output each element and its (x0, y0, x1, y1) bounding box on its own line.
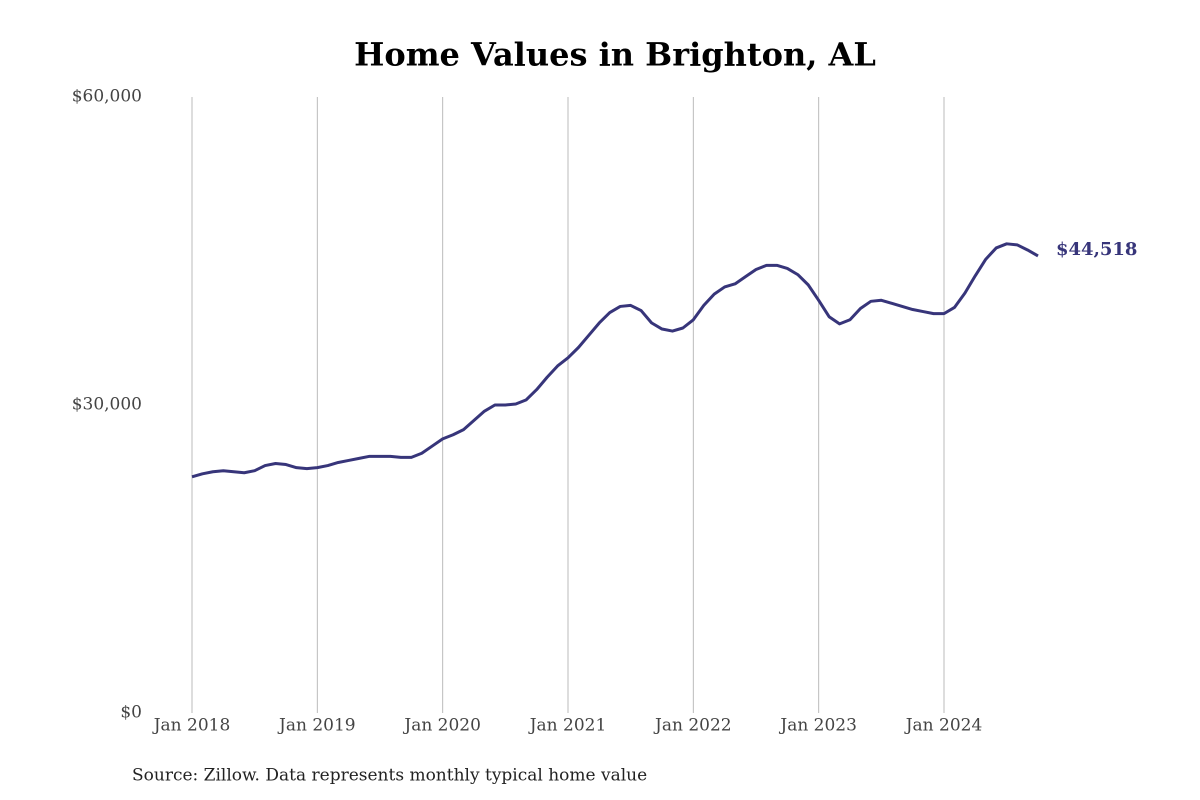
x-tick-label: Jan 2020 (402, 716, 481, 736)
x-tick-label: Jan 2021 (528, 716, 607, 736)
x-tick-label: Jan 2022 (653, 716, 732, 736)
source-note: Source: Zillow. Data represents monthly … (132, 766, 647, 786)
x-tick-label: Jan 2023 (778, 716, 857, 736)
y-tick-label: $30,000 (72, 395, 142, 415)
x-tick-label: Jan 2024 (904, 716, 983, 736)
line (191, 242, 1039, 479)
x-tick-label: Jan 2018 (152, 716, 231, 736)
x-tick-label: Jan 2019 (277, 716, 356, 736)
y-tick-label: $0 (120, 703, 142, 723)
chart-title: Home Values in Brighton, AL (354, 36, 876, 74)
y-tick-label: $60,000 (72, 87, 142, 107)
value-label: $44,518 (1056, 239, 1137, 260)
